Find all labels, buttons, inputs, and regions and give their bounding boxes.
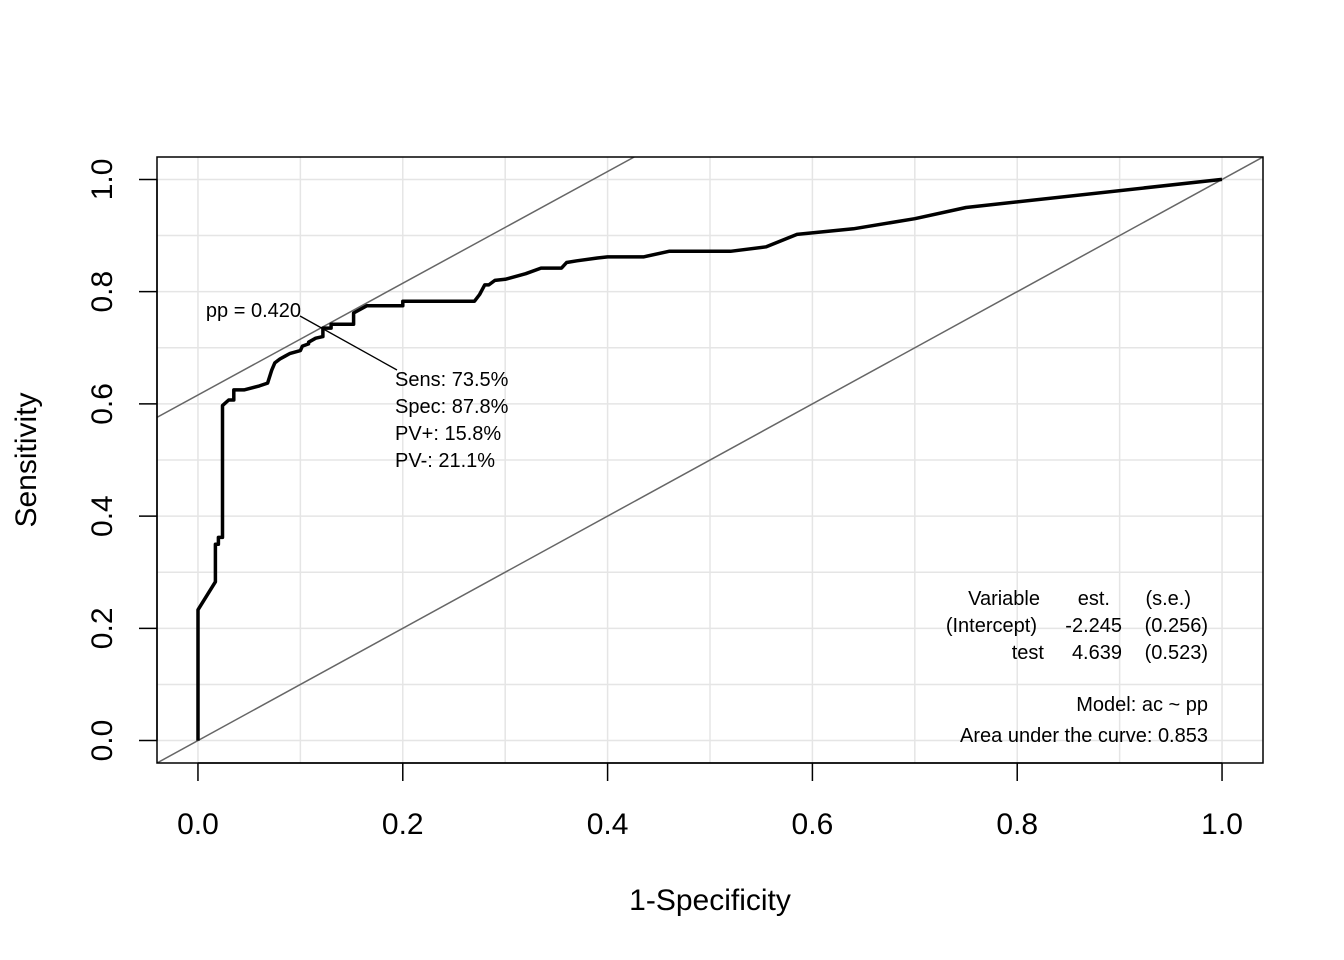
coef-row-test-se: (0.523) [1145, 642, 1208, 664]
x-tick-label: 0.0 [177, 808, 219, 841]
model-formula: Model: ac ~ pp [1076, 694, 1208, 716]
x-tick-label: 0.6 [792, 808, 834, 841]
cut-point-stat: Sens: 73.5% [395, 369, 509, 391]
y-tick-label: 0.6 [86, 383, 119, 425]
reference-line-diagonal [157, 157, 1263, 763]
y-tick-label: 0.8 [86, 271, 119, 313]
cut-point-stat: PV+: 15.8% [395, 423, 501, 445]
reference-lines [157, 157, 1263, 763]
coef-row-intercept-name: (Intercept) [946, 615, 1037, 637]
coef-header-variable: Variable [968, 588, 1040, 610]
x-tick-label: 0.4 [587, 808, 629, 841]
y-tick-label: 0.4 [86, 495, 119, 537]
cut-point-label: pp = 0.420 [206, 300, 301, 322]
x-axis-title: 1-Specificity [629, 884, 791, 917]
auc-text: Area under the curve: 0.853 [960, 725, 1208, 747]
x-tick-label: 0.2 [382, 808, 424, 841]
y-axis-title: Sensitivity [10, 392, 43, 527]
cut-point-stat: PV-: 21.1% [395, 450, 495, 472]
coef-header-est: est. [1078, 588, 1110, 610]
x-tick-label: 1.0 [1201, 808, 1243, 841]
grid-lines [157, 157, 1263, 763]
y-axis: 0.0 0.2 0.4 0.6 0.8 1.0 [86, 159, 158, 762]
y-tick-label: 1.0 [86, 159, 119, 201]
cut-point-layer: pp = 0.420 Sens: 73.5% Spec: 87.8% PV+: 15.… [206, 300, 509, 472]
y-tick-label: 0.0 [86, 720, 119, 762]
x-axis: 0.0 0.2 0.4 0.6 0.8 1.0 [177, 762, 1243, 841]
roc-curve-layer [196, 177, 1223, 741]
coef-row-intercept-est: -2.245 [1065, 615, 1122, 637]
coef-row-test-est: 4.639 [1072, 642, 1122, 664]
coef-header-se: (s.e.) [1145, 588, 1191, 610]
y-tick-label: 0.2 [86, 607, 119, 649]
coefficient-table: Variable est. (s.e.) (Intercept) -2.245 … [946, 588, 1208, 747]
x-tick-label: 0.8 [996, 808, 1038, 841]
coef-row-test-name: test [1012, 642, 1045, 664]
cut-point-leader [299, 315, 398, 371]
coef-row-intercept-se: (0.256) [1145, 615, 1208, 637]
cut-point-stat: Spec: 87.8% [395, 396, 509, 418]
reference-line-tangent [157, 157, 635, 419]
roc-curve [196, 177, 1223, 741]
